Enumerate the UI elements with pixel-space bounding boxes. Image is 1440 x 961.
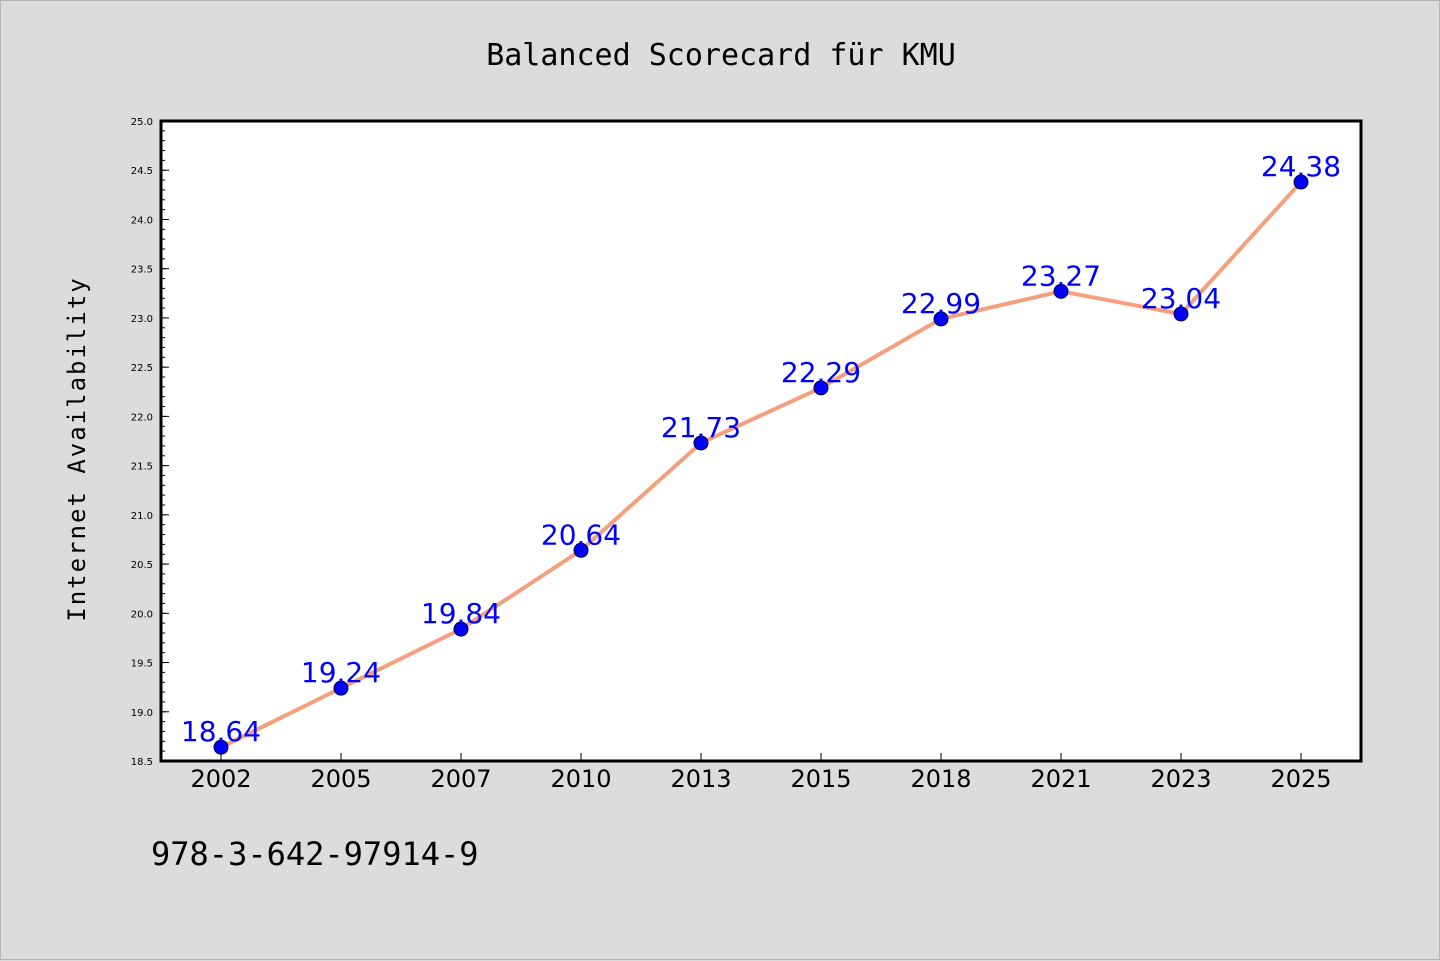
data-point — [933, 311, 949, 327]
series-line — [219, 180, 1303, 750]
data-label: 21.73 — [661, 411, 741, 444]
x-tick-label: 2002 — [190, 765, 251, 793]
x-tick-label: 2005 — [310, 765, 371, 793]
y-tick-label: 19.5 — [131, 659, 153, 670]
y-axis-label: Internet Availability — [63, 276, 91, 621]
data-point — [453, 621, 469, 637]
data-point — [693, 435, 709, 451]
isbn-footer: 978-3-642-97914-9 — [151, 835, 479, 873]
y-tick-label: 18.5 — [131, 757, 153, 768]
series-group: 18.64 19.24 19.84 20.64 21.73 22.29 22.99 23.27… — [181, 150, 1341, 755]
data-point — [333, 680, 349, 696]
x-tick-label: 2021 — [1030, 765, 1091, 793]
y-tick-label: 21.0 — [131, 511, 153, 522]
x-axis: 2002 2005 2007 2010 2013 2015 2018 2021 2023 2025 — [190, 753, 1332, 793]
x-tick-label: 2025 — [1270, 765, 1331, 793]
y-tick-label: 24.0 — [131, 215, 153, 226]
x-tick-label: 2018 — [910, 765, 971, 793]
x-tick-label: 2010 — [550, 765, 611, 793]
y-tick-label: 20.0 — [131, 609, 153, 620]
data-label: 20.64 — [541, 518, 621, 551]
data-point — [1053, 283, 1069, 299]
data-label: 19.84 — [421, 597, 501, 630]
data-label: 18.64 — [181, 715, 261, 748]
x-tick-label: 2007 — [430, 765, 491, 793]
data-label: 19.24 — [301, 656, 381, 689]
y-tick-label: 22.0 — [131, 412, 153, 423]
data-label: 23.04 — [1141, 282, 1221, 315]
y-tick-label: 19.0 — [131, 708, 153, 719]
y-tick-label: 23.5 — [131, 265, 153, 276]
y-tick-label: 24.5 — [131, 166, 153, 177]
y-tick-label: 21.5 — [131, 462, 153, 473]
data-label: 22.29 — [781, 356, 861, 389]
plot-area — [161, 121, 1361, 761]
y-tick-label: 23.0 — [131, 314, 153, 325]
data-point — [813, 380, 829, 396]
y-tick-label: 25.0 — [131, 117, 153, 128]
y-tick-label: 22.5 — [131, 363, 153, 374]
x-tick-label: 2015 — [790, 765, 851, 793]
plot-border — [159, 119, 1363, 763]
data-label: 22.99 — [901, 287, 981, 320]
y-tick-label: 20.5 — [131, 560, 153, 571]
x-tick-label: 2013 — [670, 765, 731, 793]
x-tick-label: 2023 — [1150, 765, 1211, 793]
data-label: 24.38 — [1261, 150, 1341, 183]
data-point — [573, 542, 589, 558]
data-point — [213, 739, 229, 755]
data-label: 23.27 — [1021, 259, 1101, 292]
data-point — [1293, 174, 1309, 190]
data-point — [1173, 306, 1189, 322]
chart-title: Balanced Scorecard für KMU — [486, 38, 956, 73]
